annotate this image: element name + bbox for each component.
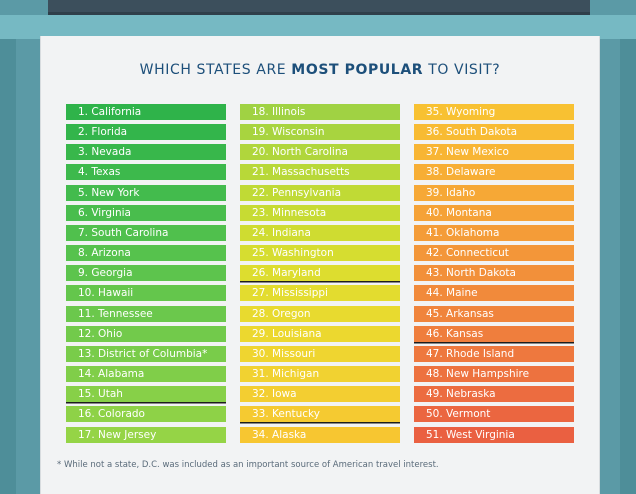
- state-rank-item: 11. Tennessee: [66, 305, 226, 322]
- state-rank-item: 5. New York: [66, 184, 226, 201]
- state-rank-item: 32. Iowa: [240, 386, 400, 403]
- state-rank-item: 20. North Carolina: [240, 144, 400, 161]
- state-rank-item: 6. Virginia: [66, 204, 226, 221]
- state-rank-item: 19. Wisconsin: [240, 124, 400, 141]
- state-rank-item: 39. Idaho: [414, 184, 574, 201]
- header-strip: [0, 15, 636, 39]
- title-suffix: TO VISIT?: [423, 62, 501, 78]
- rank-column-2: 18. Illinois 19. Wisconsin 20. North Carol…: [240, 104, 400, 447]
- state-rank-item: 42. Connecticut: [414, 245, 574, 262]
- state-rank-item: 25. Washington: [240, 245, 400, 262]
- state-rank-item: 48. New Hampshire: [414, 366, 574, 383]
- state-rank-item: 50. Vermont: [414, 406, 574, 423]
- state-rank-item: 45. Arkansas: [414, 305, 574, 322]
- state-rank-item: 38. Delaware: [414, 164, 574, 181]
- state-rank-item: 1. California: [66, 104, 226, 120]
- state-rank-item: 4. Texas: [66, 164, 226, 181]
- state-rank-item: 10. Hawaii: [66, 285, 226, 302]
- state-rank-item: 28. Oregon: [240, 305, 400, 322]
- state-rank-item: 43. North Dakota: [414, 265, 574, 282]
- rank-column-3: 35. Wyoming 36. South Dakota 37. New Mexic…: [414, 104, 574, 447]
- state-rank-item: 27. Mississippi: [240, 285, 400, 302]
- state-rank-item: 49. Nebraska: [414, 386, 574, 403]
- state-rank-item: 12. Ohio: [66, 325, 226, 342]
- state-rank-item: 40. Montana: [414, 204, 574, 221]
- state-rank-item: 15. Utah: [66, 386, 226, 403]
- state-rank-item: 7. South Carolina: [66, 224, 226, 241]
- state-rank-item: 13. District of Columbia*: [66, 345, 226, 362]
- state-rank-item: 46. Kansas: [414, 325, 574, 342]
- state-rank-item: 21. Massachusetts: [240, 164, 400, 181]
- state-rank-item: 44. Maine: [414, 285, 574, 302]
- state-rank-item: 34. Alaska: [240, 426, 400, 443]
- state-rank-item: 14. Alabama: [66, 366, 226, 383]
- state-rank-item: 2. Florida: [66, 124, 226, 141]
- state-rank-item: 8. Arizona: [66, 245, 226, 262]
- state-rank-item: 29. Louisiana: [240, 325, 400, 342]
- state-rank-item: 16. Colorado: [66, 406, 226, 423]
- title-highlight: MOST POPULAR: [291, 62, 424, 78]
- state-rank-item: 33. Kentucky: [240, 406, 400, 423]
- state-rank-item: 24. Indiana: [240, 224, 400, 241]
- state-rank-item: 31. Michigan: [240, 366, 400, 383]
- state-rank-item: 9. Georgia: [66, 265, 226, 282]
- state-rank-item: 47. Rhode Island: [414, 345, 574, 362]
- title-prefix: WHICH STATES ARE: [139, 62, 292, 78]
- right-margin: [620, 39, 636, 494]
- footnote: * While not a state, D.C. was included a…: [57, 460, 439, 470]
- state-rank-item: 36. South Dakota: [414, 124, 574, 141]
- rank-column-1: 1. California 2. Florida 3. Nevada 4. Texas…: [66, 104, 226, 447]
- state-rank-item: 26. Maryland: [240, 265, 400, 282]
- state-rank-item: 37. New Mexico: [414, 144, 574, 161]
- state-rank-item: 18. Illinois: [240, 104, 400, 120]
- left-margin: [0, 39, 16, 494]
- infographic-card: WHICH STATES ARE MOST POPULAR TO VISIT? …: [40, 36, 600, 494]
- state-rank-item: 23. Minnesota: [240, 204, 400, 221]
- state-rank-item: 35. Wyoming: [414, 104, 574, 120]
- state-rank-item: 3. Nevada: [66, 144, 226, 161]
- state-rank-item: 51. West Virginia: [414, 426, 574, 443]
- state-rank-item: 30. Missouri: [240, 345, 400, 362]
- top-banner: [48, 0, 590, 15]
- state-rank-item: 41. Oklahoma: [414, 224, 574, 241]
- state-rank-item: 17. New Jersey: [66, 426, 226, 443]
- page-title: WHICH STATES ARE MOST POPULAR TO VISIT?: [41, 62, 599, 78]
- state-rank-item: 22. Pennsylvania: [240, 184, 400, 201]
